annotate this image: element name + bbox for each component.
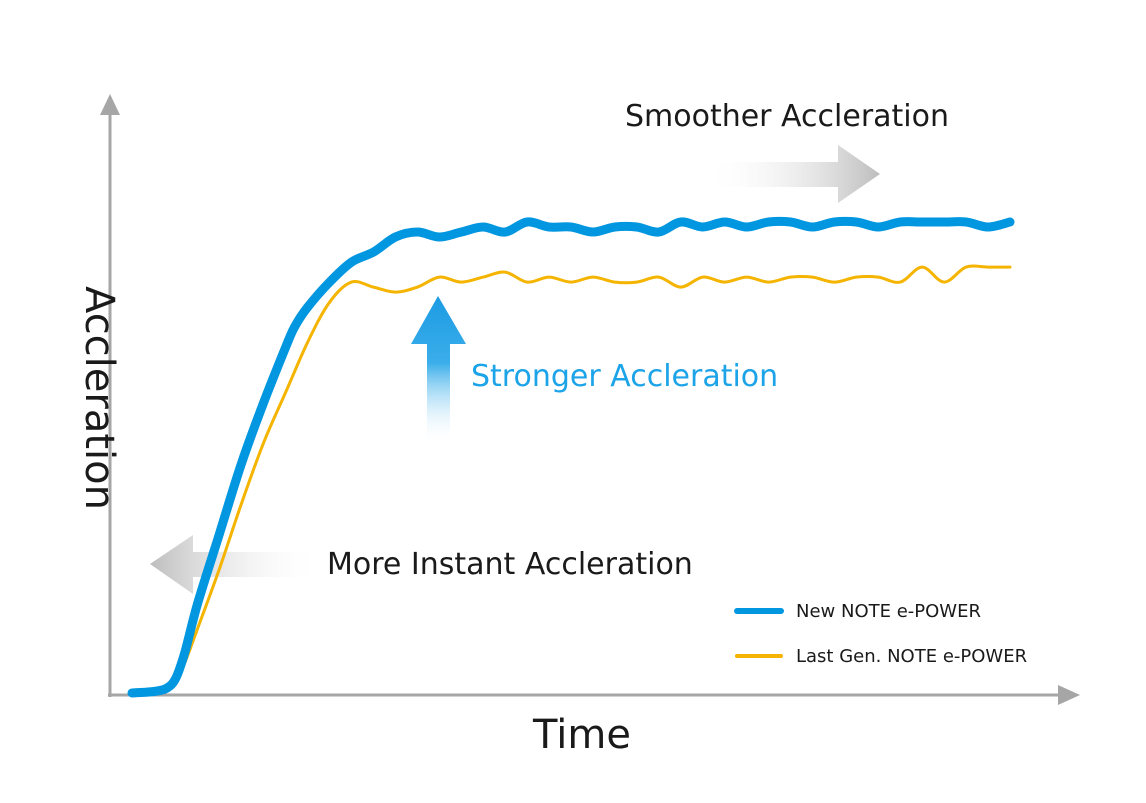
series-line-new bbox=[127, 216, 1015, 698]
y-axis-label: Accleration bbox=[76, 286, 122, 510]
instant-acceleration-label: More Instant Accleration bbox=[327, 547, 693, 582]
stronger-acceleration-label: Stronger Accleration bbox=[471, 359, 778, 394]
x-axis-label: Time bbox=[532, 712, 631, 758]
x-axis bbox=[108, 685, 1080, 705]
x-axis-arrowhead bbox=[1058, 685, 1080, 705]
y-axis-arrowhead bbox=[100, 94, 120, 115]
smoother-acceleration-label: Smoother Accleration bbox=[625, 99, 949, 134]
smoother-arrow bbox=[705, 145, 880, 203]
instant-arrow bbox=[150, 535, 322, 594]
legend: New NOTE e-POWER Last Gen. NOTE e-POWER bbox=[734, 601, 1027, 667]
stronger-arrow bbox=[411, 296, 466, 445]
series-line-last-gen bbox=[130, 264, 1012, 695]
y-axis bbox=[100, 94, 120, 697]
legend-label-new: New NOTE e-POWER bbox=[796, 601, 981, 622]
legend-label-last-gen: Last Gen. NOTE e-POWER bbox=[796, 646, 1027, 667]
